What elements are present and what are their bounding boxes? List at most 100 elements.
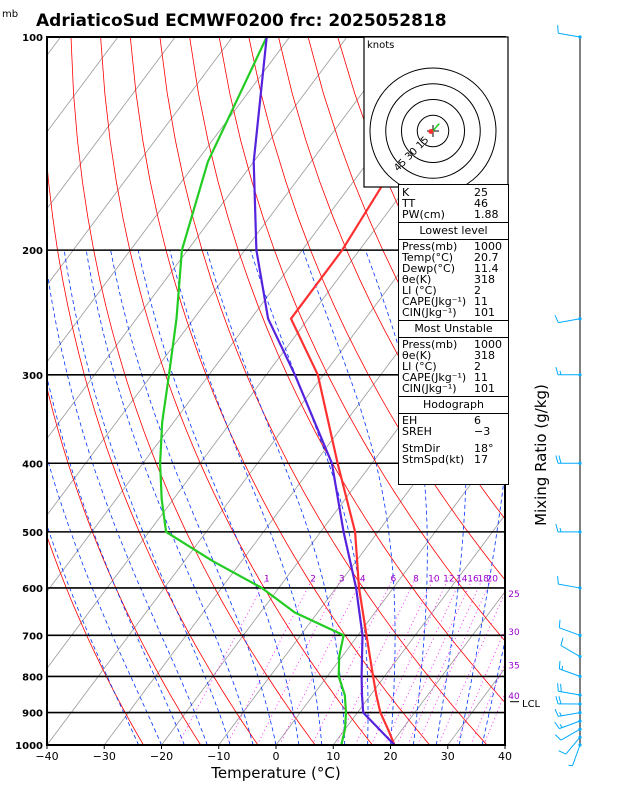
isotherm-line [47,131,505,745]
isotherm-line [504,744,505,745]
index-label: θe(K) [402,273,432,286]
index-label: Press(mb) [402,240,458,253]
isotherm-line [0,37,3,745]
wind-barb-base [578,35,582,39]
index-value: 1000 [474,240,502,253]
mixing-ratio-line [438,591,505,745]
isotherm-line [47,37,119,133]
mixing-ratio-axis-title: Mixing Ratio (g/kg) [532,384,550,526]
index-value: 2 [474,284,481,297]
index-row: Dewp(°C) 11.4 [399,263,508,274]
mixing-ratio-label: 6 [391,575,397,585]
pressure-tick-label: 400 [22,459,43,470]
index-label: CIN(Jkg⁻¹) [402,382,457,395]
index-label: K [402,186,410,199]
index-row: EH 6 [399,415,508,426]
wind-barb-shaft [560,645,581,657]
wind-barb-flag [560,683,562,692]
wind-barb-base [578,633,582,637]
hodograph-indices-section: Hodograph EH 6 SREH −3 StmDir 18° StmSpd(kt… [399,396,508,465]
mixing-ratio-label: 16 [467,575,479,585]
chart-title: AdriaticoSud ECMWF0200 frc: 2025052818 [36,11,447,31]
wind-barb-flag [554,315,559,323]
moist-adiabat-line [47,456,162,745]
wind-barb-flag [557,683,559,692]
index-value: 46 [474,197,488,210]
wind-barb-shaft [572,744,581,766]
pressure-tick-label: 700 [22,631,43,642]
pressure-tick-label: 300 [22,371,43,382]
mixing-ratio-line [354,577,435,745]
index-row: θe(K) 318 [399,350,508,361]
mixing-ratio-line [370,577,450,745]
temperature-tick-label: 30 [441,750,455,763]
temperature-tick-label: −20 [150,750,173,763]
dry-adiabat-line [47,535,144,745]
index-value: 11.4 [474,262,499,275]
index-row: K 25 [399,187,508,198]
wind-barb-flag [559,712,562,717]
hodograph-ring [416,114,450,148]
mixing-ratio-line [396,577,474,745]
mixing-ratio-label: 40 [508,692,520,702]
wind-barb-base [578,711,582,715]
index-value: 17 [474,453,488,466]
wind-barb-base [578,743,582,747]
mixing-ratio-label: 20 [486,575,498,585]
pressure-tick-label: 600 [22,584,43,595]
isotherm-line [275,437,505,745]
index-row: StmSpd(kt) 17 [399,454,508,465]
dry-adiabat-line [516,37,618,745]
dry-adiabat-line [47,386,202,745]
dry-adiabat-line [248,37,505,581]
index-value: 318 [474,273,495,286]
mixing-ratio-label: 18 [477,575,489,585]
wind-barb-base [578,586,582,590]
wind-barb-base [578,674,582,678]
dry-adiabat-line [70,37,316,745]
moist-adiabat-line [458,468,505,745]
wind-barb-shaft [559,668,581,677]
dry-adiabat-line [278,37,505,520]
temperature-tick-label: 0 [273,750,280,763]
moist-adiabat-line [169,250,323,745]
mixing-ratio-line [256,577,343,745]
dry-adiabat-line [47,159,259,745]
index-label: EH [402,414,418,427]
mixing-ratio-line [279,577,364,745]
index-value: 6 [474,414,481,427]
index-row: CAPE(Jkg⁻¹) 11 [399,296,508,307]
index-value: 2 [474,360,481,373]
index-value: 18° [474,442,494,455]
wind-barb-flag [558,750,567,755]
x-axis-title: Temperature (°C) [210,764,340,782]
isotherm-line [332,514,505,745]
isotherm-line [47,37,405,516]
mixing-ratio-line [407,577,484,745]
index-label: TT [402,197,416,210]
wind-barb-flag [560,637,564,646]
wind-barb-flag [559,527,562,533]
isotherm-line [47,37,290,363]
index-value: −3 [474,425,491,438]
index-row: CIN(Jkg⁻¹) 101 [399,383,508,396]
pressure-tick-label: 200 [22,246,43,257]
wind-barb-base [578,654,582,659]
basic-indices: K 25 TT 46 PW(cm) 1.88 [399,185,508,222]
dry-adiabat-line [545,37,618,745]
index-label: CIN(Jkg⁻¹) [402,306,457,319]
wind-barb-flag [558,619,561,628]
index-row: TT 46 [399,198,508,209]
moist-adiabat-line [85,250,254,745]
lowest-level-section: Lowest level Press(mb) 1000 Temp(°C) 20.7 … [399,222,508,320]
pressure-tick-label: 800 [22,672,43,683]
wind-barb-flag [557,25,559,34]
index-label: θe(K) [402,349,432,362]
mixing-ratio-label: 4 [360,575,366,585]
isotherm-line [47,54,505,670]
index-row: Press(mb) 1000 [399,339,508,350]
index-label: Temp(°C) [402,251,454,264]
moist-adiabat-line [110,250,277,745]
